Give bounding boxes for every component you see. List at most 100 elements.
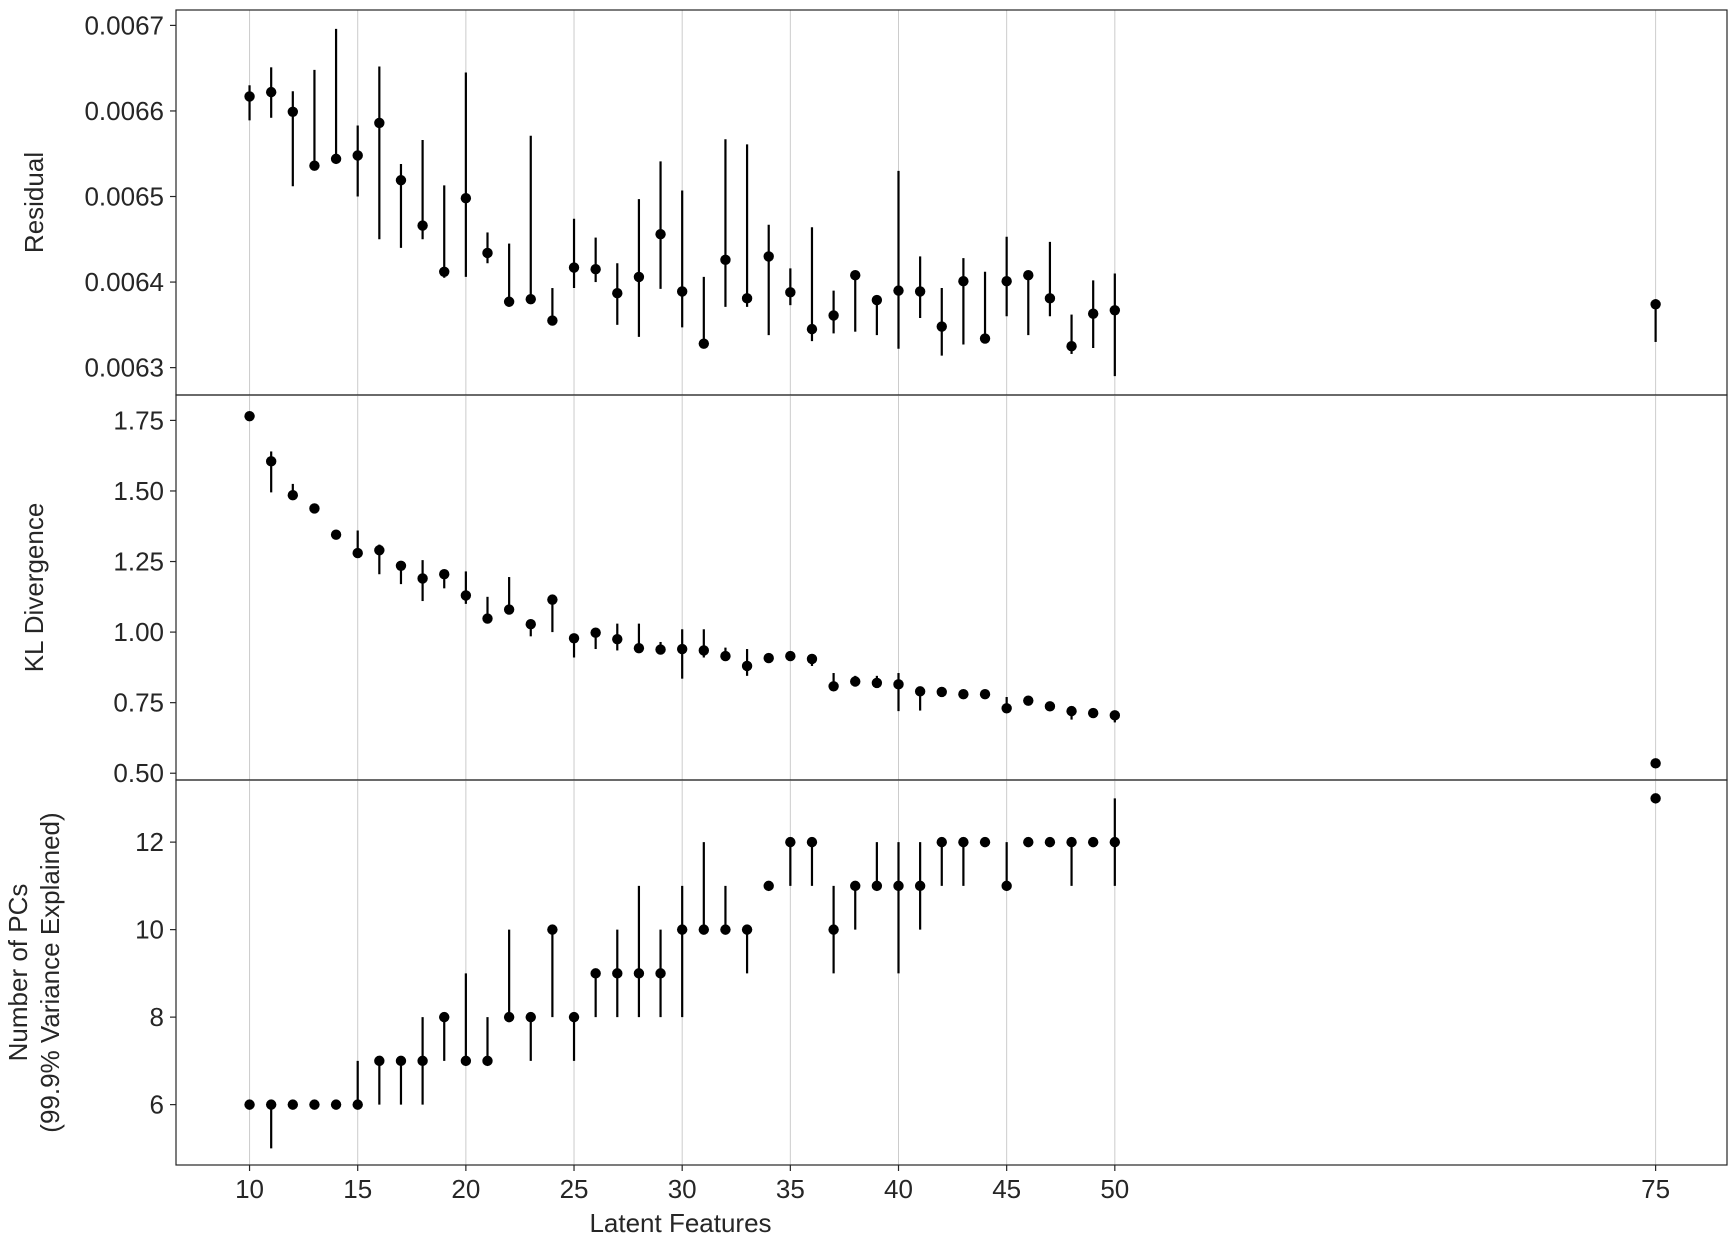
x-axis-title: Latent Features xyxy=(589,1208,771,1238)
data-point xyxy=(698,338,710,349)
data-point xyxy=(460,590,472,601)
data-point xyxy=(676,924,688,935)
x-tick-label: 35 xyxy=(776,1174,805,1204)
data-point xyxy=(893,285,904,296)
data-point xyxy=(395,560,407,571)
data-point xyxy=(352,1099,363,1110)
data-point xyxy=(806,836,818,848)
data-point xyxy=(265,1099,277,1110)
data-point xyxy=(287,490,299,501)
data-point xyxy=(330,153,342,165)
data-point xyxy=(503,604,515,615)
data-point xyxy=(979,688,991,700)
y-tick-label: 6 xyxy=(150,1090,164,1120)
data-point xyxy=(547,594,558,605)
y-tick-label: 0.75 xyxy=(113,688,164,718)
data-point xyxy=(720,254,731,266)
data-point xyxy=(1023,836,1034,848)
y-tick-label: 0.0066 xyxy=(84,96,164,126)
data-point xyxy=(1066,341,1077,352)
data-point xyxy=(590,264,601,275)
data-point xyxy=(676,286,688,297)
x-tick-label: 50 xyxy=(1100,1174,1129,1204)
data-point xyxy=(633,271,645,283)
data-point xyxy=(1044,293,1056,304)
data-point xyxy=(1023,270,1034,281)
data-point xyxy=(871,880,883,892)
data-point xyxy=(417,573,428,584)
data-point xyxy=(525,618,536,630)
data-point xyxy=(850,880,861,892)
y-tick-label: 12 xyxy=(135,827,164,857)
panels: 0.00630.00640.00650.00660.0067Residual0.… xyxy=(3,9,1728,1204)
data-point xyxy=(979,836,991,848)
data-point xyxy=(763,880,774,892)
data-point xyxy=(633,642,645,654)
data-point xyxy=(828,924,839,935)
data-point xyxy=(525,293,536,305)
data-point xyxy=(482,1055,493,1067)
x-tick-label: 20 xyxy=(451,1174,480,1204)
data-point xyxy=(720,650,731,662)
x-tick-label: 40 xyxy=(884,1174,913,1204)
data-point xyxy=(893,880,904,892)
data-point xyxy=(503,296,515,307)
data-point xyxy=(698,645,710,656)
data-point xyxy=(979,333,991,344)
data-point xyxy=(1650,758,1661,769)
data-point xyxy=(352,150,363,161)
data-point xyxy=(460,193,472,204)
data-point xyxy=(785,836,796,848)
data-point xyxy=(1109,836,1121,848)
data-point xyxy=(741,924,753,935)
data-point xyxy=(482,247,493,259)
data-point xyxy=(936,321,947,332)
y-tick-label: 0.50 xyxy=(113,758,164,788)
data-point xyxy=(287,1099,299,1110)
data-point xyxy=(763,652,774,664)
data-point xyxy=(1109,710,1121,721)
data-point xyxy=(568,633,580,644)
x-tick-label: 15 xyxy=(343,1174,372,1204)
data-point xyxy=(914,686,926,697)
data-point xyxy=(525,1011,536,1023)
data-point xyxy=(893,679,904,690)
data-point xyxy=(244,1099,255,1110)
data-point xyxy=(741,660,753,672)
data-point xyxy=(287,106,299,118)
data-point xyxy=(395,1055,407,1067)
data-point xyxy=(785,287,796,298)
data-point xyxy=(1650,793,1661,804)
data-point xyxy=(936,836,947,848)
data-point xyxy=(590,627,601,638)
y-tick-label: 8 xyxy=(150,1002,164,1032)
data-point xyxy=(460,1055,472,1067)
y-axis-title: Residual xyxy=(19,152,49,253)
data-point xyxy=(1109,305,1121,316)
data-point xyxy=(785,650,796,662)
y-axis-title: Number of PCs xyxy=(3,884,33,1062)
panel-frame xyxy=(175,779,1728,1166)
data-point xyxy=(850,676,861,687)
data-point xyxy=(439,569,450,580)
data-point xyxy=(1023,695,1034,706)
x-tick-label: 25 xyxy=(560,1174,589,1204)
panel-1: 0.0063 0.0064 0.0065 0.0066 0.0067 Residual xyxy=(19,9,1728,396)
data-point xyxy=(806,653,818,665)
data-point xyxy=(741,293,753,304)
panel-2: 0.50 0.75 1.00 1.25 1.50 1.75 KL Divergence xyxy=(19,394,1728,788)
data-point xyxy=(958,276,969,287)
y-tick-label: 1.75 xyxy=(113,405,164,435)
data-point xyxy=(265,456,277,467)
data-point xyxy=(374,1055,385,1067)
data-point xyxy=(720,924,731,935)
y-tick-label: 0.0065 xyxy=(84,182,164,212)
data-point xyxy=(806,323,818,335)
data-point xyxy=(439,266,450,277)
data-point xyxy=(828,310,839,321)
y-tick-label: 1.00 xyxy=(113,617,164,647)
data-point xyxy=(374,117,385,129)
data-point xyxy=(958,688,969,700)
